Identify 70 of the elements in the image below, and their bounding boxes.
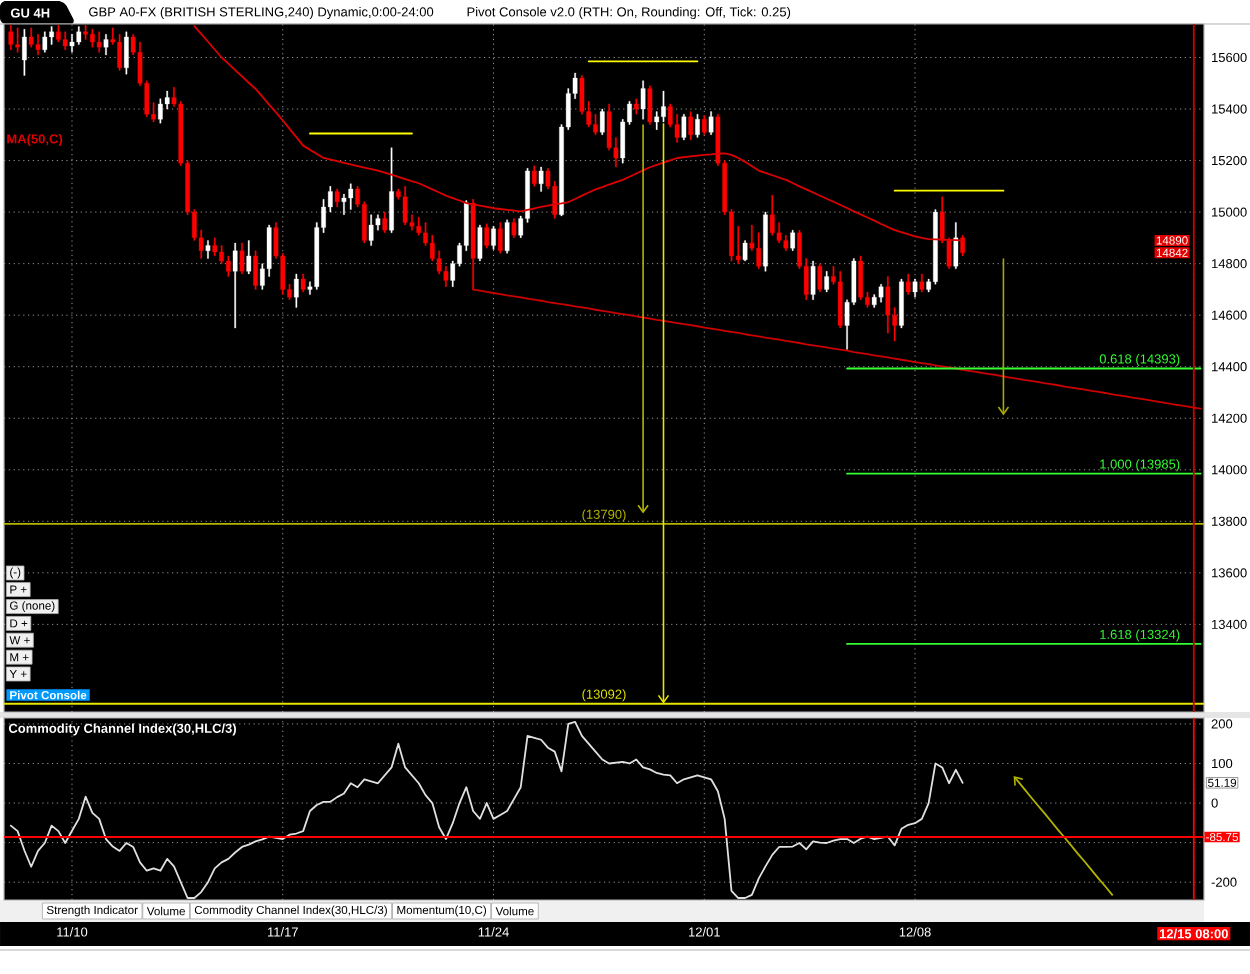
candlestick bbox=[300, 273, 306, 293]
candlestick bbox=[824, 271, 829, 293]
candlestick bbox=[83, 25, 88, 40]
candlestick bbox=[708, 111, 714, 135]
candlestick bbox=[470, 199, 476, 290]
candlestick bbox=[538, 166, 544, 192]
candlestick bbox=[695, 114, 700, 138]
candlestick bbox=[756, 232, 761, 269]
candlestick bbox=[477, 224, 483, 262]
candlestick bbox=[960, 235, 965, 257]
candlestick bbox=[878, 284, 884, 303]
candlestick bbox=[858, 255, 863, 300]
candlestick bbox=[763, 211, 768, 272]
candlestick bbox=[491, 226, 496, 250]
candlestick bbox=[212, 237, 218, 257]
candlestick bbox=[124, 31, 129, 75]
candlestick bbox=[28, 27, 34, 48]
candlestick bbox=[76, 26, 82, 45]
candlestick bbox=[246, 240, 252, 275]
candlestick bbox=[103, 34, 109, 56]
candlestick bbox=[232, 242, 238, 329]
candlestick bbox=[810, 260, 816, 300]
candlestick bbox=[688, 111, 694, 141]
candlestick bbox=[484, 223, 490, 249]
candlestick bbox=[701, 115, 707, 135]
candlestick bbox=[239, 242, 245, 275]
candlestick bbox=[69, 34, 75, 53]
candlestick bbox=[769, 195, 775, 236]
candlestick bbox=[933, 209, 938, 285]
candlestick bbox=[531, 165, 537, 187]
candlestick bbox=[117, 34, 122, 71]
candlestick bbox=[661, 90, 666, 123]
candlestick bbox=[368, 214, 374, 246]
candlestick bbox=[42, 31, 48, 53]
candlestick bbox=[498, 222, 503, 254]
candlestick bbox=[647, 85, 653, 125]
candlestick bbox=[837, 271, 843, 329]
candlestick bbox=[62, 31, 68, 50]
candlestick bbox=[22, 29, 27, 76]
candlestick bbox=[389, 147, 394, 233]
candlestick bbox=[817, 263, 823, 293]
candlestick bbox=[742, 240, 748, 262]
candlestick bbox=[253, 250, 258, 290]
candlestick bbox=[294, 273, 299, 308]
candlestick bbox=[49, 26, 54, 45]
candlestick bbox=[402, 186, 408, 226]
candlestick bbox=[599, 108, 605, 135]
candlestick bbox=[681, 114, 687, 141]
candlestick bbox=[8, 25, 14, 50]
candlestick bbox=[334, 188, 340, 208]
candlestick bbox=[640, 80, 646, 120]
candlestick bbox=[96, 31, 102, 53]
candlestick bbox=[205, 240, 211, 259]
candlestick bbox=[885, 276, 891, 334]
candlestick bbox=[158, 98, 163, 124]
candlestick bbox=[953, 222, 959, 269]
candlestick bbox=[90, 29, 95, 48]
candlestick bbox=[504, 219, 510, 254]
candlestick bbox=[35, 34, 41, 56]
candlestick bbox=[15, 27, 20, 53]
candlestick bbox=[382, 211, 388, 233]
candlestick bbox=[905, 273, 911, 295]
candlestick bbox=[919, 273, 925, 293]
candlestick bbox=[633, 98, 639, 115]
candlestick bbox=[348, 183, 354, 210]
candlestick bbox=[912, 278, 918, 298]
candlestick bbox=[899, 278, 904, 329]
candlestick bbox=[511, 218, 517, 239]
candlestick bbox=[790, 229, 795, 251]
candlestick bbox=[56, 25, 61, 43]
